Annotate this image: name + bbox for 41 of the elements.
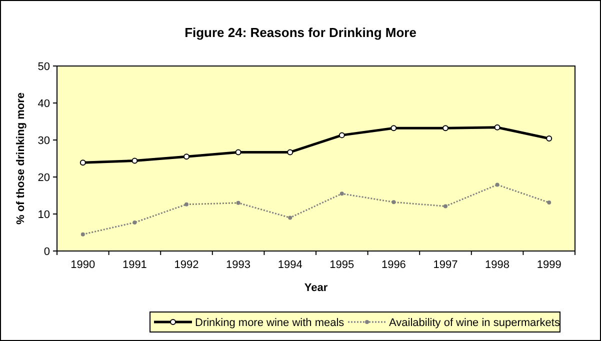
legend-label: Drinking more wine with meals [195, 317, 345, 329]
y-tick-label: 0 [44, 246, 50, 258]
legend-label: Availability of wine in supermarkets [389, 317, 560, 329]
y-tick-label: 20 [38, 172, 50, 184]
x-tick-label: 1996 [381, 259, 406, 271]
point [236, 200, 240, 205]
point [547, 200, 552, 205]
point [80, 160, 86, 166]
point [390, 125, 397, 132]
x-tick-label: 1990 [70, 259, 96, 271]
point [184, 202, 188, 206]
x-axis-title: Year [304, 282, 328, 294]
y-tick-label: 30 [38, 135, 50, 147]
x-tick-label: 1992 [174, 259, 199, 271]
point [392, 200, 396, 204]
x-tick-label: 1997 [433, 259, 458, 271]
point [494, 124, 500, 130]
point [442, 125, 448, 132]
x-tick-label: 1994 [278, 259, 302, 271]
point [184, 154, 190, 160]
point [338, 132, 345, 138]
point [546, 136, 552, 142]
x-tick-label: 1999 [536, 259, 562, 271]
point [288, 216, 292, 220]
x-tick-label: 1995 [330, 259, 354, 271]
y-tick-label: 40 [38, 98, 50, 110]
x-tick-label: 1998 [485, 259, 510, 271]
x-tick-label: 1993 [226, 259, 251, 271]
point [444, 204, 448, 208]
chart-title: Figure 24: Reasons for Drinking More [184, 25, 416, 40]
point [340, 192, 344, 196]
point [132, 220, 137, 225]
point [80, 232, 85, 236]
point [495, 182, 500, 187]
x-tick-label: 1991 [122, 259, 147, 271]
point [235, 149, 242, 156]
point [132, 158, 138, 164]
y-axis-title: % of those drinking more [15, 92, 27, 225]
y-tick-label: 50 [38, 61, 50, 73]
y-tick-label: 10 [38, 209, 50, 221]
point [287, 149, 294, 156]
